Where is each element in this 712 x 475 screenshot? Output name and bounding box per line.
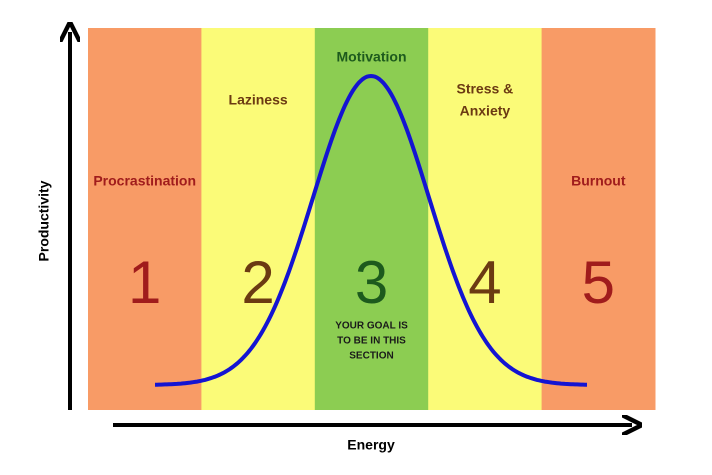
zone-number: 3	[355, 249, 388, 316]
zone	[428, 28, 543, 410]
zone-number: 4	[468, 249, 501, 316]
zones: Procrastination 1 Laziness 2 Motivation 3 YOUR…	[88, 28, 656, 410]
zone-label: Stress &	[456, 81, 513, 97]
zone-label: Laziness	[229, 92, 288, 108]
y-axis-title: Productivity	[36, 180, 52, 261]
zone-number: 2	[241, 249, 274, 316]
zone	[541, 28, 656, 410]
bell-curve	[155, 73, 587, 387]
zone-note: YOUR GOAL IS	[335, 321, 408, 332]
zone-note: TO BE IN THIS	[337, 336, 406, 347]
zone-label: Anxiety	[460, 103, 511, 119]
x-axis-title: Energy	[347, 437, 395, 453]
zone-label: Burnout	[571, 173, 626, 189]
zone	[314, 28, 429, 410]
zone-number: 5	[582, 249, 615, 316]
zone-label: Procrastination	[93, 173, 196, 189]
zone-note: SECTION	[349, 351, 393, 362]
zone	[201, 28, 316, 410]
zone-label: Motivation	[337, 49, 407, 65]
zone	[88, 28, 202, 410]
zone-number: 1	[128, 249, 161, 316]
